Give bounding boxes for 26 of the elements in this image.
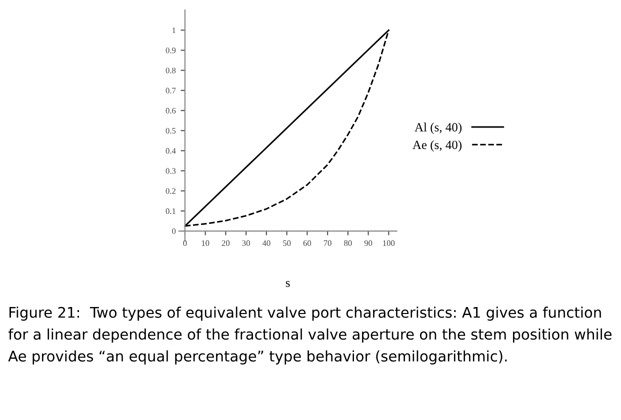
- y-tick-label: 0.4: [166, 148, 176, 154]
- y-tick-label: 1: [172, 28, 176, 34]
- y-tick-label: 0.8: [166, 68, 176, 74]
- legend-label: Al (s, 40): [414, 122, 462, 134]
- x-tick-label: 40: [262, 240, 270, 246]
- x-tick-label: 50: [283, 240, 291, 246]
- y-tick-label: 0.6: [166, 108, 176, 114]
- x-tick-label: 70: [324, 240, 332, 246]
- y-tick-label: 0.9: [166, 48, 176, 54]
- x-tick-label: 0: [183, 240, 187, 246]
- y-tick-label: 0: [172, 228, 176, 234]
- x-tick-label: 100: [383, 240, 395, 246]
- caption: Figure 21: Two types of equivalent valve port characteristics: A1 gives a function for a linear dependence of the fractional valve aperture on the stem position while Ae provides “an equal percentage” type behavior (semilogarithmic).: [8, 306, 612, 364]
- legend-label: Ae (s, 40): [412, 140, 462, 152]
- y-tick-label: 0.3: [166, 168, 176, 174]
- y-tick-label: 0.5: [166, 128, 176, 134]
- x-tick-label: 30: [242, 240, 250, 246]
- x-axis-title: s: [286, 280, 290, 287]
- y-tick-label: 0.2: [166, 188, 176, 194]
- y-tick-label: 0.7: [166, 88, 176, 94]
- x-tick-label: 90: [364, 240, 372, 246]
- x-tick-label: 20: [222, 240, 230, 246]
- x-tick-label: 10: [202, 240, 210, 246]
- y-tick-label: 0.1: [166, 208, 176, 214]
- x-tick-label: 80: [344, 240, 352, 246]
- x-tick-label: 60: [303, 240, 312, 246]
